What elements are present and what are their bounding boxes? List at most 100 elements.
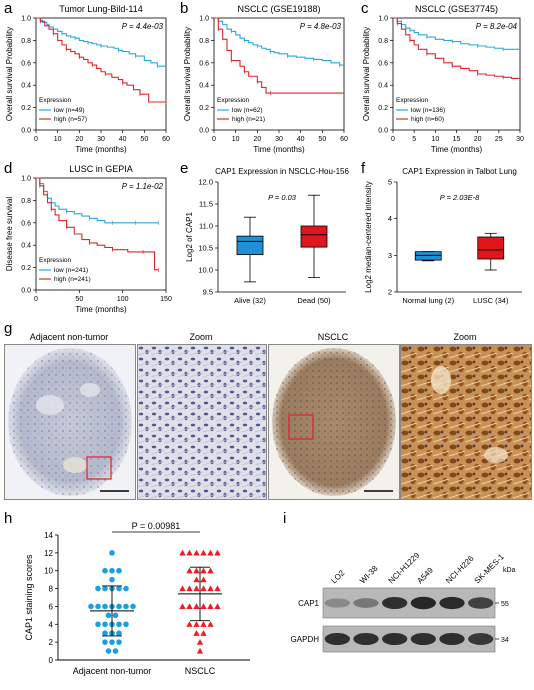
y-tick-label: 4 [49, 620, 54, 629]
y-tick-label: 6 [49, 602, 54, 611]
y-tick-label: 2 [388, 288, 392, 297]
data-point [112, 612, 119, 619]
box [300, 225, 328, 248]
y-tick-label: 12 [44, 549, 53, 558]
band [410, 596, 436, 610]
data-point [207, 549, 214, 556]
y-tick-label: 14 [44, 531, 53, 540]
y-tick-label: 11.0 [199, 222, 213, 231]
p-value: P = 8.2e-04 [476, 22, 518, 31]
band [468, 633, 494, 645]
x-tick-label: 40 [297, 136, 305, 143]
data-point [193, 630, 200, 636]
y-tick-label: 1.0 [199, 16, 209, 23]
lane-label: A549 [415, 565, 435, 585]
km-curve-high [36, 177, 159, 271]
p-value: P = 0.03 [268, 193, 297, 202]
chart-title: CAP1 Expression in Talbot Lung [402, 167, 517, 176]
band [410, 632, 436, 646]
y-tick-label: 0.0 [199, 128, 209, 135]
box [236, 235, 264, 256]
y-axis-label: CAP1 staining scores [24, 554, 34, 641]
data-point [193, 603, 200, 610]
data-point [207, 585, 214, 592]
x-axis-label: Time (months) [431, 145, 483, 154]
legend-label-low: low (n=62) [232, 107, 263, 114]
y-tick-label: 1.0 [378, 16, 388, 23]
data-point [186, 603, 193, 610]
y-axis-label: Disease free survival [5, 197, 14, 271]
x-tick-label: 10 [431, 136, 439, 143]
kda-label: kDa [503, 567, 516, 574]
panel-label-b: b [180, 0, 189, 17]
legend-label-high: high (n=57) [54, 116, 87, 123]
x-tick-label: 0 [34, 296, 38, 303]
x-tick-label: 60 [340, 136, 348, 143]
chart-title: NSCLC (GSE19188) [237, 4, 320, 14]
data-point [193, 585, 200, 592]
y-tick-label: 0.4 [199, 83, 209, 90]
data-point [207, 603, 214, 610]
p-value: P = 0.00981 [132, 521, 181, 531]
data-point [179, 585, 186, 592]
x-tick-label: Alive (32) [234, 296, 266, 305]
tissue-zoom-adjacent [138, 345, 266, 499]
zoom-box-adjacent [86, 456, 112, 480]
data-point [102, 630, 108, 637]
x-tick-label: 5 [412, 136, 416, 143]
micrograph-adjacent [4, 344, 136, 500]
x-tick-label: Normal lung (2) [402, 296, 454, 305]
data-point [95, 585, 101, 592]
x-tick-label: 20 [75, 136, 83, 143]
data-point [200, 603, 207, 610]
data-point [186, 549, 193, 556]
y-tick-label: 0.2 [21, 105, 31, 112]
y-tick-label: 0.2 [21, 265, 31, 272]
km-chart-a: Tumor Lung-Bild-114 0 10 20 30 40 50 60 0.0 0.2 0.… [5, 4, 170, 154]
panel-label-f: f [361, 160, 366, 177]
x-tick-label: LUSC (34) [473, 296, 509, 305]
data-point [200, 567, 207, 574]
x-tick-label: 10 [54, 136, 62, 143]
data-point [196, 638, 204, 645]
data-point [109, 550, 115, 556]
chart-title: LUSC in GEPIA [69, 164, 133, 174]
data-point [102, 585, 108, 592]
km-curve-high [214, 17, 344, 94]
zoom-box-nsclc [288, 414, 314, 440]
x-tick-label: NSCLC [185, 666, 216, 676]
data-point [109, 576, 115, 583]
legend-label-low: low (n=49) [54, 107, 85, 114]
y-tick-label: 10.0 [198, 266, 213, 275]
lane-label: SK-MES-1 [473, 552, 506, 585]
x-tick-label: 50 [75, 296, 83, 303]
legend-label-high: high (n=21) [232, 116, 265, 123]
data-point [130, 603, 136, 610]
data-point [105, 612, 112, 619]
x-tick-label: 60 [162, 136, 170, 143]
y-tick-label: 8 [49, 585, 54, 594]
x-tick-label: 0 [391, 136, 395, 143]
box-chart-f: CAP1 Expression in Talbot Lung 2 3 4 5 Log2 m… [364, 167, 522, 305]
caption-zoom-1: Zoom [189, 332, 213, 342]
data-point [116, 603, 122, 610]
y-tick-label: 0.2 [199, 105, 209, 112]
y-tick-label: 9.5 [203, 288, 213, 297]
caption-nsclc: NSCLC [317, 332, 349, 342]
x-axis-label: Time (months) [75, 305, 127, 314]
km-chart-c: NSCLC (GSE37745) 0 5 10 15 20 25 30 0.0 0.2 0.4 0.6… [362, 4, 524, 154]
panel-label-h: h [4, 510, 13, 527]
y-tick-label: 4 [388, 214, 392, 223]
plot-frame [35, 177, 167, 291]
p-value: P = 1.1e-02 [122, 182, 164, 191]
data-point [116, 621, 122, 628]
x-tick-label: 30 [275, 136, 283, 143]
y-tick-label: 0.0 [21, 288, 31, 295]
y-tick-label: 5 [388, 178, 392, 187]
y-axis-label: Log2 of CAP1 [185, 212, 194, 262]
kda-value: 34 [501, 637, 509, 644]
data-point [207, 567, 214, 574]
x-axis-label: Time (months) [75, 145, 127, 154]
panel-label-a: a [4, 0, 13, 17]
y-tick-label: 11.5 [199, 200, 213, 209]
